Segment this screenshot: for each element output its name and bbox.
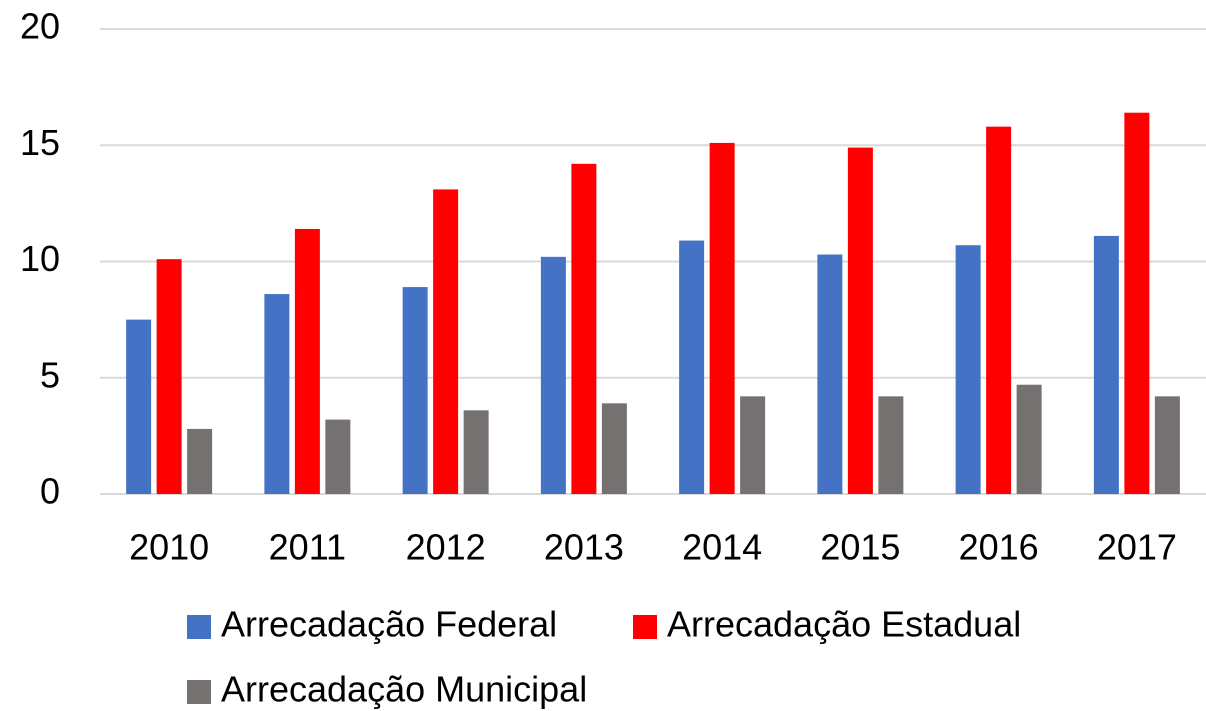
bar bbox=[878, 396, 904, 494]
legend-swatch bbox=[187, 680, 211, 704]
x-tick-label: 2017 bbox=[1097, 527, 1177, 568]
bar bbox=[325, 419, 351, 494]
bar bbox=[463, 410, 489, 494]
bar bbox=[709, 142, 735, 495]
x-tick-label: 2014 bbox=[682, 527, 762, 568]
legend-label: Arrecadação Federal bbox=[221, 604, 557, 645]
bar bbox=[433, 189, 459, 495]
x-tick-label: 2013 bbox=[544, 527, 624, 568]
bar bbox=[1154, 396, 1180, 494]
y-tick-label: 0 bbox=[40, 471, 60, 512]
bar bbox=[402, 287, 428, 494]
y-tick-label: 15 bbox=[20, 122, 60, 163]
x-tick-label: 2010 bbox=[129, 527, 209, 568]
bar bbox=[817, 254, 843, 494]
bar bbox=[679, 240, 705, 494]
bar bbox=[601, 403, 627, 494]
bar bbox=[986, 126, 1012, 495]
bar bbox=[156, 259, 182, 494]
bar bbox=[955, 245, 981, 494]
legend-label: Arrecadação Estadual bbox=[667, 604, 1021, 645]
legend-swatch bbox=[187, 615, 211, 639]
legend-swatch bbox=[633, 615, 657, 639]
bar bbox=[264, 294, 290, 494]
legend-label: Arrecadação Municipal bbox=[221, 669, 587, 710]
x-tick-label: 2012 bbox=[406, 527, 486, 568]
x-tick-label: 2011 bbox=[269, 527, 346, 568]
bar bbox=[1093, 235, 1119, 495]
x-tick-label: 2015 bbox=[820, 527, 900, 568]
bar bbox=[847, 147, 873, 494]
bar bbox=[126, 319, 152, 494]
bar bbox=[540, 256, 566, 494]
bar bbox=[294, 228, 320, 494]
y-tick-label: 5 bbox=[40, 354, 60, 395]
bar bbox=[740, 396, 766, 494]
y-tick-label: 20 bbox=[20, 6, 60, 47]
x-tick-label: 2016 bbox=[959, 527, 1039, 568]
bar bbox=[1016, 384, 1042, 494]
y-tick-label: 10 bbox=[20, 238, 60, 279]
bar bbox=[571, 163, 597, 494]
bar bbox=[187, 428, 213, 494]
bar bbox=[1124, 112, 1150, 494]
